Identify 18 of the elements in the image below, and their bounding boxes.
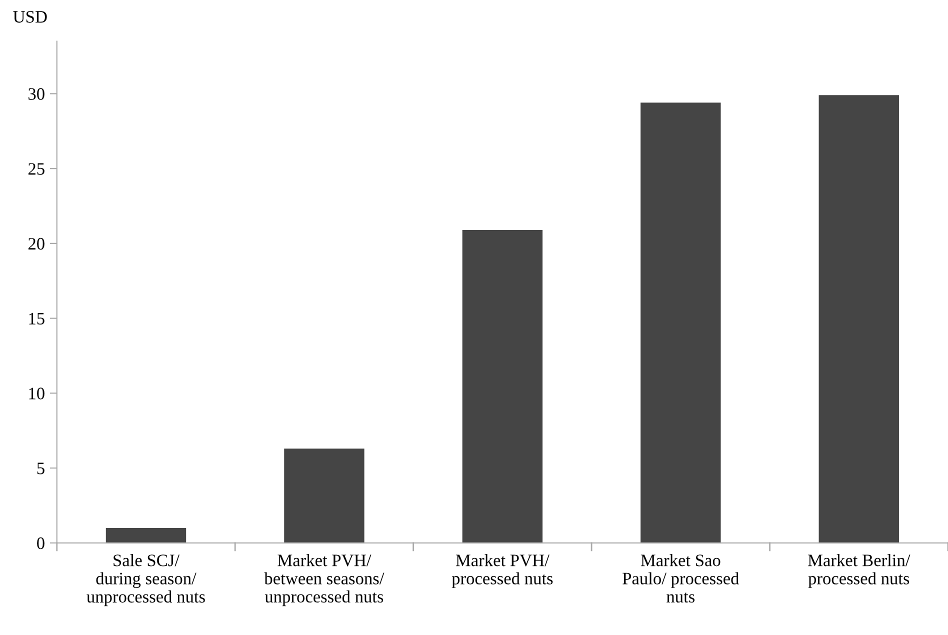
bar: [284, 448, 364, 543]
y-tick-label: 25: [28, 163, 44, 175]
bar: [640, 102, 721, 543]
bar: [818, 95, 899, 543]
y-tick-label: 15: [29, 312, 44, 324]
y-tick-label: 20: [28, 238, 44, 250]
y-tick-label: 5: [37, 462, 44, 474]
x-tick-label: Market Sao Paulo/ processed nuts: [622, 554, 740, 603]
y-tick-label: 0: [37, 537, 44, 550]
y-tick-label: 30: [28, 88, 44, 100]
x-tick-label: Market PVH/ between seasons/ unprocessed nuts: [264, 554, 384, 606]
bar: [106, 528, 186, 543]
x-tick-label: Market Berlin/ processed nuts: [808, 554, 910, 588]
y-tick-label: 10: [29, 388, 44, 400]
bar: [462, 230, 543, 543]
y-axis-title: USD: [13, 11, 47, 23]
x-tick-label: Sale SCJ/ during season/ unprocessed nuts: [86, 554, 205, 606]
x-tick-label: Market PVH/ processed nuts: [452, 554, 553, 588]
